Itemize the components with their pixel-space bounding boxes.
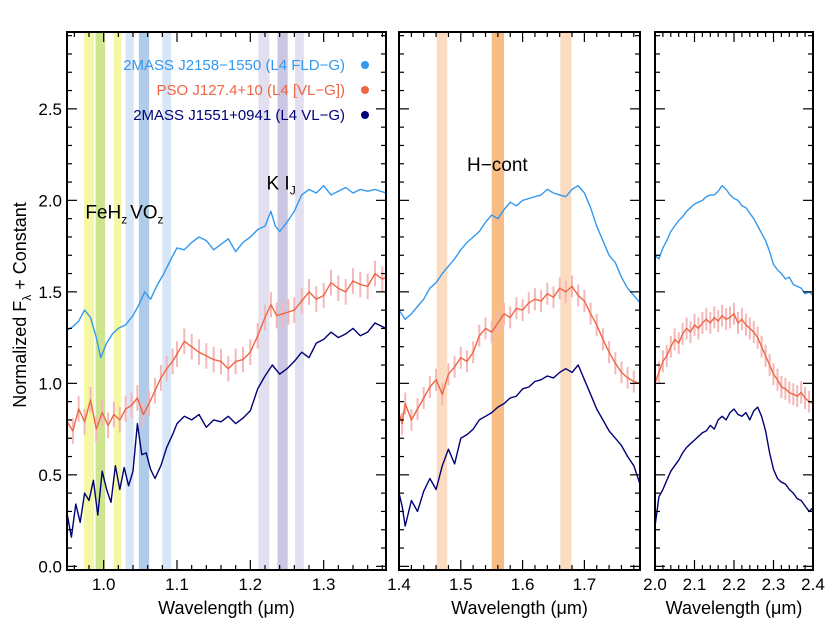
x-axis-label: Wavelength (μm) bbox=[666, 598, 803, 618]
band-orange bbox=[491, 32, 505, 570]
panel-frame bbox=[398, 31, 641, 571]
x-tick-label: 1.3 bbox=[312, 575, 336, 594]
band-lavender bbox=[295, 32, 304, 570]
series-group bbox=[67, 184, 386, 538]
band-annotation: H−cont bbox=[467, 155, 528, 176]
x-tick-label: 1.2 bbox=[239, 575, 263, 594]
band-peach bbox=[436, 32, 448, 570]
y-tick-label: 2.0 bbox=[38, 191, 62, 210]
x-tick-label: 1.7 bbox=[573, 575, 597, 594]
legend-marker bbox=[361, 86, 369, 94]
x-axis-label: Wavelength (μm) bbox=[451, 598, 588, 618]
series-group bbox=[399, 184, 640, 527]
band-annotation: FeHz bbox=[85, 203, 127, 227]
series-line-2 bbox=[399, 285, 640, 425]
x-tick-label: 2.4 bbox=[801, 575, 825, 594]
panel-1: 1.0 1.1 1.2 1.3 0.0 0.5 1.0 1.5 2.0 2.5 Wavelength… bbox=[38, 31, 387, 618]
x-tick-label: 2.1 bbox=[683, 575, 707, 594]
series-line-2 bbox=[655, 313, 813, 405]
panel-frame bbox=[66, 31, 387, 571]
legend-label: 2MASS J1551+0941 (L4 VL−G) bbox=[133, 107, 345, 124]
x-axis-label: Wavelength (μm) bbox=[158, 598, 295, 618]
panel-2: 1.4 1.5 1.6 1.7 Wavelength (μm) H−cont bbox=[387, 31, 641, 618]
y-tick-label: 2.5 bbox=[38, 100, 62, 119]
x-tick-label: 2.2 bbox=[722, 575, 746, 594]
band-annotation: K IJ bbox=[266, 173, 295, 197]
x-tick-label: 1.5 bbox=[449, 575, 473, 594]
band-annotation: VOz bbox=[130, 203, 163, 227]
y-axis-label: Normalized Fλ + Constant bbox=[10, 202, 34, 408]
series-line-1 bbox=[655, 184, 813, 297]
y-tick-label: 0.0 bbox=[38, 557, 62, 576]
legend-marker bbox=[361, 111, 369, 119]
series-line-1 bbox=[67, 184, 386, 359]
panels: 1.0 1.1 1.2 1.3 0.0 0.5 1.0 1.5 2.0 2.5 Wavelength… bbox=[38, 31, 825, 618]
annotation-subscript: J bbox=[290, 183, 296, 197]
annotation-main: K I bbox=[266, 173, 289, 194]
annotation-subscript: z bbox=[121, 213, 127, 227]
series-group bbox=[655, 184, 813, 527]
ylabel-part: + Constant bbox=[10, 202, 30, 295]
series-line-1 bbox=[399, 184, 640, 320]
error-bars bbox=[655, 302, 813, 415]
ylabel-part: Normalized F bbox=[10, 301, 30, 408]
legend-label: PSO J127.4+10 (L4 [VL−G]) bbox=[157, 82, 345, 99]
y-tick-label: 1.5 bbox=[38, 283, 62, 302]
series-line-3 bbox=[67, 322, 386, 538]
band-yellow bbox=[83, 32, 95, 570]
band-lightblue bbox=[125, 32, 134, 570]
series-line-3 bbox=[655, 406, 813, 527]
x-tick-label: 1.1 bbox=[165, 575, 189, 594]
annotation-main: FeH bbox=[85, 203, 121, 224]
error-bars bbox=[399, 275, 640, 435]
band-lightblue bbox=[162, 32, 172, 570]
x-tick-label: 1.6 bbox=[511, 575, 535, 594]
annotation-subscript: z bbox=[158, 213, 164, 227]
ylabel-subscript: λ bbox=[20, 295, 34, 301]
legend-marker bbox=[361, 61, 369, 69]
panel-3: 2.0 2.1 2.2 2.3 2.4 Wavelength (μm) bbox=[643, 31, 825, 618]
annotation-main: H−cont bbox=[467, 155, 528, 176]
series-line-3 bbox=[399, 364, 640, 527]
band-blue bbox=[138, 32, 150, 570]
legend-label: 2MASS J2158−1550 (L4 FLD−G) bbox=[123, 57, 345, 74]
x-tick-label: 2.3 bbox=[762, 575, 786, 594]
y-tick-label: 1.0 bbox=[38, 374, 62, 393]
y-tick-label: 0.5 bbox=[38, 466, 62, 485]
annotation-main: VO bbox=[130, 203, 157, 224]
x-tick-label: 1.4 bbox=[387, 575, 411, 594]
series-line-2 bbox=[67, 272, 386, 432]
x-tick-label: 2.0 bbox=[643, 575, 667, 594]
x-tick-label: 1.0 bbox=[92, 575, 116, 594]
band-green bbox=[95, 32, 106, 570]
legend: 2MASS J2158−1550 (L4 FLD−G) PSO J127.4+10… bbox=[123, 57, 369, 124]
band-yellow bbox=[113, 32, 122, 570]
band-lavender bbox=[258, 32, 270, 570]
